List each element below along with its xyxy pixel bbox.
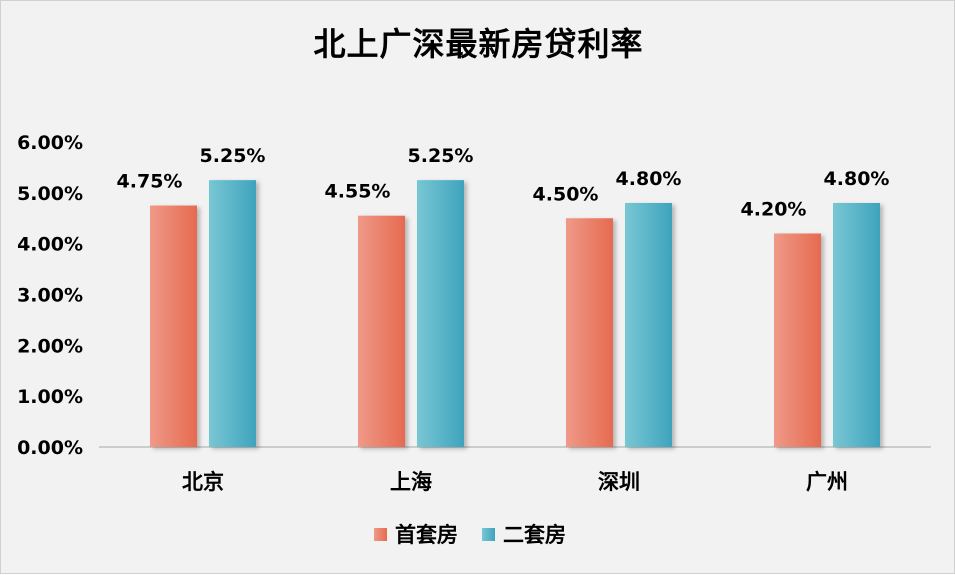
data-label: 5.25% (200, 145, 266, 167)
bar-second-home (417, 180, 464, 447)
data-label: 4.20% (741, 199, 807, 221)
x-category-label: 上海 (390, 470, 432, 494)
y-tick-label: 2.00% (17, 335, 83, 357)
bar-first-home (358, 215, 405, 447)
data-labels: 4.75% 5.25% 4.55% 5.25% 4.50% 4.80% 4.20% 4.80% (117, 145, 890, 220)
legend: 首套房 二套房 (374, 523, 566, 547)
y-tick-label: 5.00% (17, 183, 83, 205)
data-label: 5.25% (408, 145, 474, 167)
bar-second-home (209, 180, 256, 447)
legend-swatch (482, 528, 495, 541)
y-tick-label: 4.00% (17, 234, 83, 256)
bar-second-home (833, 203, 880, 447)
chart-title: 北上广深最新房贷利率 (313, 25, 644, 63)
x-category-label: 深圳 (598, 470, 640, 494)
bar-first-home (774, 233, 821, 447)
bar-first-home (566, 218, 613, 447)
bars (150, 180, 880, 447)
x-axis: 北京 上海 深圳 广州 (182, 470, 848, 494)
data-label: 4.80% (824, 168, 890, 190)
legend-swatch (374, 528, 387, 541)
y-tick-label: 1.00% (17, 386, 83, 408)
bar-first-home (150, 205, 197, 447)
x-category-label: 北京 (182, 470, 224, 494)
y-tick-label: 6.00% (17, 132, 83, 154)
data-label: 4.55% (325, 181, 391, 203)
y-tick-label: 0.00% (17, 437, 83, 459)
data-label: 4.80% (616, 168, 682, 190)
x-category-label: 广州 (806, 470, 848, 494)
legend-label: 二套房 (503, 523, 566, 547)
legend-label: 首套房 (395, 523, 458, 547)
y-axis: 0.00% 1.00% 2.00% 3.00% 4.00% 5.00% 6.00% (17, 132, 83, 459)
data-label: 4.75% (117, 171, 183, 193)
y-tick-label: 3.00% (17, 285, 83, 307)
data-label: 4.50% (533, 183, 599, 205)
bar-second-home (625, 203, 672, 447)
